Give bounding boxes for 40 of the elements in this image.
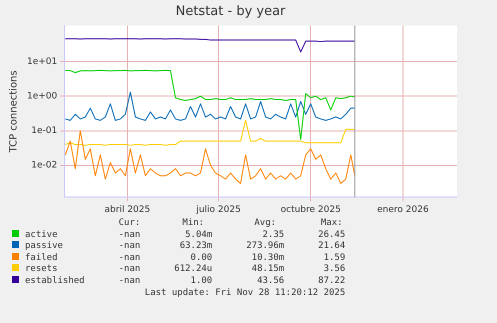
text: -nan	[118, 241, 142, 252]
text: 10.30m	[250, 252, 286, 264]
legend-label: resets	[24, 264, 59, 276]
legend-label: passive	[24, 241, 64, 252]
text: 0.00	[190, 252, 214, 264]
y-axis-title: TCP connections	[8, 70, 20, 154]
text: 21.64	[317, 241, 346, 252]
y-tick-label: 1e+01	[26, 56, 58, 67]
text: 43.56	[256, 276, 286, 287]
x-tick-label: julio 2025	[195, 204, 241, 215]
text: 48.15m	[250, 264, 286, 276]
text: Max:	[320, 218, 344, 230]
text: 3.56	[322, 264, 346, 276]
text: Min:	[181, 218, 206, 230]
text: 63.23m	[178, 241, 214, 252]
text: 1.00	[190, 276, 214, 287]
text: 273.96m	[245, 241, 286, 252]
text: Last update: Fri Nov 28 11:20:12 2025	[144, 287, 346, 299]
legend-label: active	[24, 230, 59, 241]
text: Cur:	[118, 218, 142, 230]
legend-label: established	[24, 276, 86, 287]
y-tick-label: 1e-02	[31, 160, 58, 171]
y-tick-label: 1e-01	[31, 126, 58, 136]
text: -nan	[118, 264, 142, 276]
chart-title: Netstat - by year	[176, 4, 286, 20]
text: -nan	[118, 276, 142, 287]
text: 1.59	[322, 252, 346, 264]
text: Avg:	[253, 218, 278, 230]
text: -nan	[118, 252, 142, 264]
text: 5.04m	[184, 230, 214, 241]
text: 87.22	[317, 276, 346, 287]
text: 612.24u	[173, 264, 214, 276]
text: -nan	[118, 230, 142, 241]
text: 26.45	[317, 230, 346, 241]
legend-label: failed	[24, 252, 59, 264]
text: 2.35	[261, 230, 286, 241]
x-tick-label: octubre 2025	[280, 204, 341, 215]
x-tick-label: enero 2026	[377, 204, 429, 215]
x-tick-label: abril 2025	[104, 204, 150, 215]
y-tick-label: 1e+00	[26, 92, 58, 102]
